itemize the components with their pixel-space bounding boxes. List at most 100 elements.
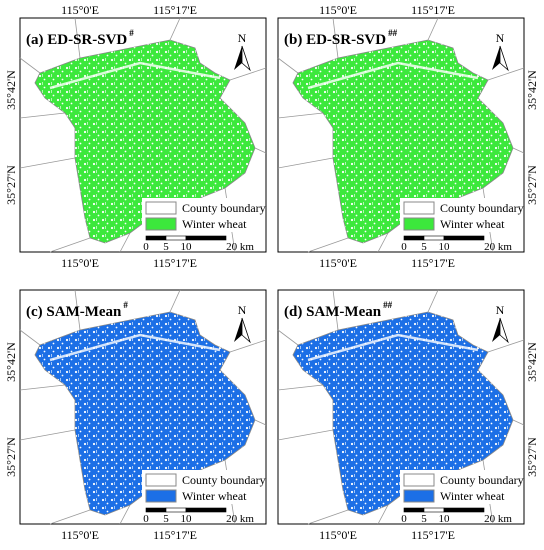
legend-swatch <box>403 473 435 487</box>
north-arrow <box>241 317 251 344</box>
longitude-label: 115°17'E <box>153 528 197 542</box>
scale-label: 20 km <box>484 513 512 525</box>
legend-swatch <box>403 489 435 503</box>
longitude-label: 115°17'E <box>411 528 455 542</box>
legend-label: Winter wheat <box>182 489 247 503</box>
county-boundary <box>307 509 349 525</box>
latitude-label: 35°42'N <box>4 342 18 382</box>
latitude-label: 35°27'N <box>4 165 18 205</box>
legend-swatch <box>403 201 435 215</box>
panel-title: (d) SAM-Mean <box>284 304 382 320</box>
scale-segment <box>423 507 445 513</box>
longitude-label: 115°0'E <box>61 256 99 270</box>
north-arrow <box>234 46 242 70</box>
road-line <box>307 61 479 90</box>
panel-superscript: ## <box>388 28 398 38</box>
scale-label: 5 <box>421 241 427 253</box>
scale-segment <box>145 235 167 241</box>
scale-segment <box>443 507 485 513</box>
road-line <box>49 333 221 362</box>
county-boundary <box>119 504 131 525</box>
scale-label: 0 <box>401 241 407 253</box>
county-boundary <box>229 339 267 353</box>
road-line <box>49 61 221 90</box>
scale-segment <box>403 507 425 513</box>
county-boundary <box>332 17 339 59</box>
county-boundary <box>512 419 525 426</box>
legend-label: Winter wheat <box>440 217 505 231</box>
road-line <box>307 333 479 362</box>
north-arrow <box>499 317 509 344</box>
scale-segment <box>185 507 227 513</box>
scale-label: 5 <box>163 513 169 525</box>
scale-segment <box>443 235 485 241</box>
panel-superscript: # <box>129 28 134 38</box>
county-boundary <box>19 112 66 119</box>
county-boundary <box>277 112 324 119</box>
longitude-label: 115°0'E <box>61 3 99 17</box>
legend-swatch <box>145 201 177 215</box>
latitude-label: 35°42'N <box>525 70 539 110</box>
legend-label: County boundary <box>440 201 524 215</box>
scale-segment <box>145 507 167 513</box>
panel-superscript: ## <box>383 300 393 310</box>
county-boundary <box>49 509 91 525</box>
longitude-label: 115°17'E <box>411 256 455 270</box>
legend-swatch <box>403 217 435 231</box>
county-boundary <box>427 17 439 41</box>
county-boundary <box>74 17 81 59</box>
north-label: N <box>496 303 505 317</box>
panel-title: (c) SAM-Mean <box>26 304 122 320</box>
north-arrow <box>234 318 242 342</box>
county-boundary <box>512 147 525 154</box>
county-boundary <box>229 67 267 81</box>
wheat-texture <box>35 312 255 515</box>
legend-swatch <box>145 489 177 503</box>
legend-label: County boundary <box>182 201 266 215</box>
scale-label: 20 km <box>484 241 512 253</box>
north-arrow <box>241 45 251 72</box>
county-boundary <box>307 237 349 253</box>
county-boundary <box>332 289 339 331</box>
latitude-label: 35°42'N <box>525 342 539 382</box>
scale-label: 0 <box>143 513 149 525</box>
longitude-label: 115°0'E <box>319 528 357 542</box>
panel-superscript: # <box>123 300 128 310</box>
scale-label: 5 <box>421 513 427 525</box>
scale-segment <box>185 235 227 241</box>
north-label: N <box>238 303 247 317</box>
longitude-label: 115°0'E <box>319 3 357 17</box>
wheat-texture <box>293 40 513 243</box>
county-boundary <box>427 289 439 313</box>
county-boundary <box>377 504 389 525</box>
north-label: N <box>496 31 505 45</box>
wheat-texture <box>293 312 513 515</box>
longitude-label: 115°17'E <box>153 256 197 270</box>
latitude-label: 35°27'N <box>525 165 539 205</box>
scale-label: 5 <box>163 241 169 253</box>
legend-swatch <box>145 217 177 231</box>
longitude-label: 115°17'E <box>411 3 455 17</box>
county-boundary <box>19 384 66 391</box>
scale-segment <box>403 235 425 241</box>
legend-label: Winter wheat <box>182 217 247 231</box>
scale-label: 10 <box>439 241 451 253</box>
scale-label: 10 <box>181 513 193 525</box>
longitude-label: 115°0'E <box>319 256 357 270</box>
scale-label: 0 <box>143 241 149 253</box>
county-boundary <box>487 67 525 81</box>
map-panel: (a) ED-SR-SVD # N County boundary Winter whe… <box>4 3 267 270</box>
scale-label: 10 <box>439 513 451 525</box>
panel-title: (b) ED-SR-SVD <box>284 32 386 48</box>
map-panel: (c) SAM-Mean # N County boundary Winter whea… <box>4 289 267 542</box>
scale-label: 0 <box>401 513 407 525</box>
county-boundary <box>19 157 76 169</box>
scale-segment <box>165 235 187 241</box>
latitude-label: 35°42'N <box>4 70 18 110</box>
county-boundary <box>377 232 389 253</box>
panel-title: (a) ED-SR-SVD <box>26 32 127 48</box>
scale-label: 20 km <box>226 241 254 253</box>
longitude-label: 115°0'E <box>61 528 99 542</box>
legend-label: Winter wheat <box>440 489 505 503</box>
